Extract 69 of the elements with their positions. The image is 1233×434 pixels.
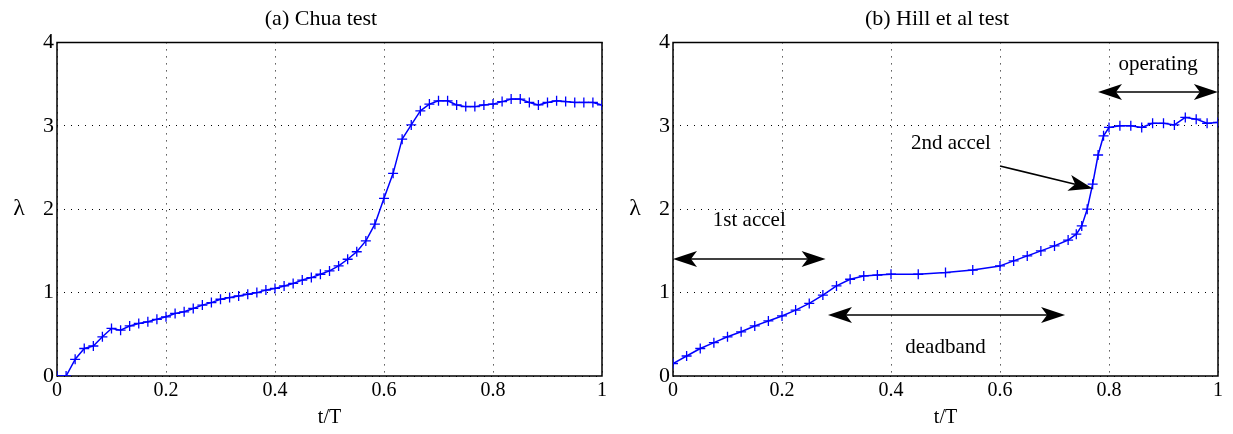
point <box>762 315 775 327</box>
x-tick-label: 0.6 <box>987 378 1013 401</box>
point <box>912 268 924 280</box>
y-axis-title: λ <box>629 194 642 221</box>
point <box>844 273 856 285</box>
point <box>1062 234 1074 246</box>
point <box>1076 220 1088 232</box>
point <box>1048 240 1061 252</box>
point <box>789 304 802 316</box>
y-axis-title: λ <box>13 194 26 221</box>
x-tick-label: 0.4 <box>262 378 288 401</box>
x-tick-label: 1 <box>1213 378 1223 401</box>
point <box>885 268 897 280</box>
x-tick-label: 1 <box>597 378 607 401</box>
point <box>994 260 1006 272</box>
point <box>1125 120 1137 132</box>
x-tick-label: 0.2 <box>153 378 179 401</box>
chart-title: (b) Hill et al test <box>864 4 1010 30</box>
point <box>1190 113 1202 125</box>
point <box>803 297 815 310</box>
x-tick-label: 0.4 <box>878 378 904 401</box>
annotation: 1st accel <box>712 206 786 231</box>
y-tick-label: 2 <box>43 194 54 220</box>
x-axis-title: t/T <box>933 405 958 428</box>
chart-title: (a) Chua test <box>264 4 378 30</box>
point <box>1114 120 1126 132</box>
point <box>694 342 706 355</box>
point <box>735 326 747 338</box>
point <box>1097 130 1110 142</box>
y-tick-label: 4 <box>659 28 670 54</box>
x-axis-title: t/T <box>317 405 342 428</box>
x-tick-label: 0.6 <box>371 378 397 401</box>
point <box>1087 178 1099 190</box>
point <box>817 289 829 301</box>
y-tick-label: 2 <box>659 194 670 220</box>
annotation: deadband <box>905 333 986 358</box>
y-tick-label: 4 <box>43 28 54 54</box>
point <box>858 270 870 282</box>
y-tick-label: 3 <box>659 111 670 137</box>
point <box>1136 121 1148 134</box>
y-tick-label: 1 <box>659 278 670 304</box>
point <box>1021 250 1033 262</box>
point <box>680 350 693 362</box>
point <box>1092 149 1104 161</box>
point <box>708 336 720 349</box>
point <box>1179 111 1191 124</box>
annotation: 2nd accel <box>911 129 991 154</box>
x-tick-label: 0.2 <box>769 378 795 401</box>
point <box>871 269 884 281</box>
point <box>749 320 761 332</box>
y-tick-label: 1 <box>43 278 54 304</box>
point <box>939 266 952 279</box>
point <box>1007 255 1020 267</box>
point <box>1070 228 1082 240</box>
point <box>776 310 788 322</box>
annotation: operating <box>1118 50 1198 75</box>
point <box>1103 121 1115 134</box>
point <box>1081 203 1093 215</box>
point <box>1168 119 1181 131</box>
y-tick-label: 3 <box>43 111 54 137</box>
point <box>1146 117 1159 129</box>
x-tick-label: 0.8 <box>1096 378 1122 401</box>
point <box>830 280 843 292</box>
point <box>1035 245 1047 257</box>
point <box>1157 117 1170 129</box>
point <box>721 331 734 343</box>
point <box>967 264 979 276</box>
point <box>1201 117 1213 129</box>
x-tick-label: 0.8 <box>480 378 506 401</box>
